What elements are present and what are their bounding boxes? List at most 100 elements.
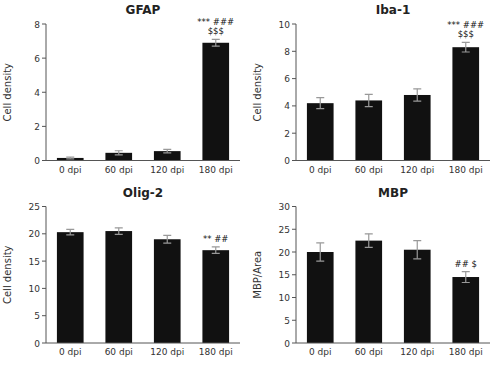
y-axis-label: Cell density	[2, 63, 13, 122]
x-tick-label: 180 dpi	[449, 165, 483, 175]
bar	[307, 103, 334, 160]
y-tick-label: 2	[34, 122, 40, 132]
y-tick-label: 10	[279, 293, 291, 303]
x-tick-label: 0 dpi	[59, 347, 82, 357]
title: Olig-2	[123, 186, 163, 200]
error-bar	[115, 151, 123, 155]
x-tick-label: 120 dpi	[150, 165, 184, 175]
y-axis	[296, 207, 297, 344]
x-tick-label: 60 dpi	[355, 347, 383, 357]
plot-area	[57, 228, 229, 343]
bar	[452, 277, 479, 343]
error-bar	[66, 157, 74, 159]
error-bar	[413, 241, 421, 259]
y-tick-label: 8	[34, 20, 40, 30]
annotation: *** ###$$$	[447, 20, 484, 39]
bar	[404, 95, 431, 161]
annotation-line: $$$	[458, 29, 474, 39]
y-tick-label: 25	[279, 225, 290, 235]
y-tick	[292, 51, 296, 52]
y-tick	[42, 343, 46, 344]
y-tick	[42, 261, 46, 262]
x-tick-label: 60 dpi	[355, 165, 383, 175]
title: GFAP	[126, 3, 161, 17]
error-bar	[316, 243, 324, 261]
panel: Olig-2Cell density05101520250 dpi60 dpi1…	[2, 186, 240, 358]
y-tick-label: 10	[29, 284, 41, 294]
y-tick-label: 4	[284, 101, 290, 111]
bar	[202, 43, 229, 161]
y-tick	[292, 78, 296, 79]
y-tick-label: 15	[279, 270, 290, 280]
panel: MBPMBP/Area0510152025300 dpi60 dpi120 dp…	[252, 186, 490, 358]
y-tick	[42, 24, 46, 25]
y-tick	[292, 206, 296, 207]
error-bar	[66, 229, 74, 234]
bar	[404, 250, 431, 343]
bar	[202, 250, 229, 343]
y-tick	[42, 58, 46, 59]
error-bar	[462, 42, 470, 52]
y-axis	[296, 24, 297, 161]
x-axis	[296, 343, 490, 344]
y-tick	[292, 160, 296, 161]
error-bar	[365, 234, 373, 248]
y-tick-label: 25	[29, 202, 40, 212]
annotation-line: ## $	[455, 259, 477, 269]
y-tick-label: 0	[34, 156, 40, 166]
y-tick	[42, 315, 46, 316]
error-bar	[163, 235, 171, 243]
y-tick-label: 2	[284, 129, 290, 139]
plot-area	[307, 234, 479, 343]
y-axis	[46, 24, 47, 161]
x-tick-label: 0 dpi	[309, 165, 332, 175]
y-tick	[292, 252, 296, 253]
y-tick-label: 10	[279, 20, 291, 30]
bar	[105, 231, 132, 343]
annotation: ** ##	[203, 234, 228, 244]
x-tick-label: 180 dpi	[199, 165, 233, 175]
x-axis	[46, 160, 240, 161]
x-axis	[46, 343, 240, 344]
x-tick-label: 120 dpi	[150, 347, 184, 357]
x-axis	[296, 160, 490, 161]
annotation: ## $	[455, 259, 477, 269]
y-tick	[292, 105, 296, 106]
plot-area	[307, 42, 479, 160]
annotation-line: $$$	[208, 26, 224, 36]
y-tick-label: 0	[34, 339, 40, 349]
y-axis-label: Cell density	[2, 245, 13, 304]
x-tick-label: 180 dpi	[449, 347, 483, 357]
figure: GFAPCell density024680 dpi60 dpi120 dpi1…	[0, 0, 500, 365]
x-tick-label: 120 dpi	[400, 347, 434, 357]
error-bar	[212, 247, 220, 254]
y-tick	[292, 24, 296, 25]
bar	[355, 241, 382, 343]
y-axis	[46, 207, 47, 344]
title: MBP	[378, 186, 408, 200]
x-tick-label: 180 dpi	[199, 347, 233, 357]
x-tick-label: 0 dpi	[309, 347, 332, 357]
y-tick-label: 6	[34, 54, 40, 64]
error-bar	[462, 272, 470, 283]
bar	[307, 252, 334, 343]
y-tick	[292, 274, 296, 275]
bar	[57, 232, 84, 343]
y-tick-label: 8	[284, 47, 290, 57]
y-tick-label: 30	[279, 202, 291, 212]
y-axis-label: Cell density	[252, 63, 263, 122]
panel: Iba-1Cell density02468100 dpi60 dpi120 d…	[252, 3, 490, 175]
y-tick-label: 20	[29, 229, 41, 239]
y-tick-label: 5	[284, 316, 290, 326]
error-bar	[316, 98, 324, 109]
y-tick-label: 6	[284, 74, 290, 84]
bar	[452, 47, 479, 160]
error-bar	[115, 228, 123, 235]
y-tick	[292, 343, 296, 344]
x-tick-label: 120 dpi	[400, 165, 434, 175]
error-bar	[212, 39, 220, 46]
y-tick	[42, 233, 46, 234]
y-tick	[292, 229, 296, 230]
y-tick-label: 15	[29, 257, 40, 267]
title: Iba-1	[376, 3, 410, 17]
